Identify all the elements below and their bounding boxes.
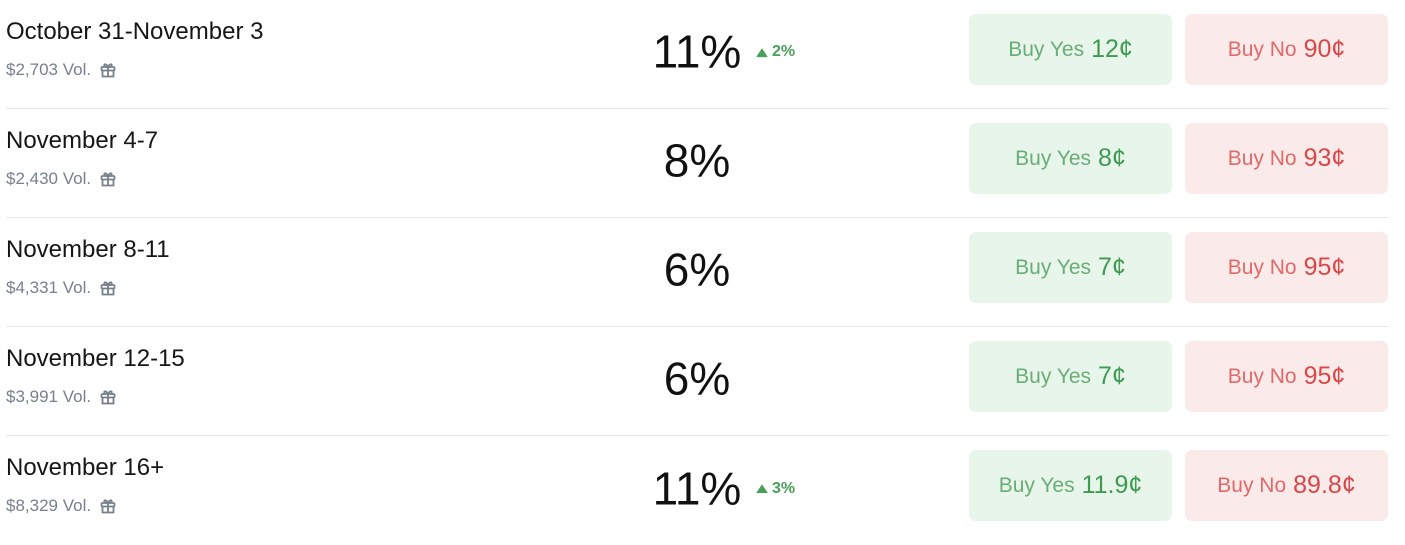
triangle-up-icon <box>756 484 768 494</box>
volume-text: $2,703 Vol. <box>6 60 92 79</box>
volume-text: $3,991 Vol. <box>6 387 92 406</box>
volume-text: $4,331 Vol. <box>6 278 92 297</box>
outcome-row[interactable]: November 12-15 $3,991 Vol. 6% Buy Yes 7¢… <box>6 327 1389 436</box>
outcome-title: November 16+ <box>6 454 165 481</box>
buy-yes-label: Buy Yes <box>1015 255 1092 279</box>
probability-change: 2% <box>756 43 795 61</box>
buy-no-button[interactable]: Buy No 90¢ <box>1185 14 1388 85</box>
outcome-volume: $3,991 Vol. <box>6 387 117 407</box>
buy-no-label: Buy No <box>1227 255 1297 279</box>
outcome-row[interactable]: October 31-November 3 $2,703 Vol. 11% 2%… <box>6 0 1389 109</box>
yes-price: 8¢ <box>1098 144 1126 172</box>
outcome-volume: $2,430 Vol. <box>6 169 117 189</box>
no-price: 90¢ <box>1303 35 1346 63</box>
buy-no-button[interactable]: Buy No 89.8¢ <box>1185 450 1388 521</box>
outcome-probability: 11% <box>652 25 742 78</box>
buy-yes-button[interactable]: Buy Yes 12¢ <box>969 14 1172 85</box>
outcome-volume: $4,331 Vol. <box>6 278 117 298</box>
buy-no-label: Buy No <box>1227 364 1297 388</box>
outcome-title: November 12-15 <box>6 345 185 372</box>
gift-icon <box>100 281 116 296</box>
buy-no-label: Buy No <box>1217 473 1287 497</box>
no-price: 95¢ <box>1303 253 1346 281</box>
buy-no-button[interactable]: Buy No 95¢ <box>1185 232 1388 303</box>
buy-yes-label: Buy Yes <box>1015 364 1092 388</box>
yes-price: 7¢ <box>1098 362 1126 390</box>
buy-no-label: Buy No <box>1227 37 1297 61</box>
change-text: 2% <box>772 43 796 61</box>
no-price: 93¢ <box>1303 144 1346 172</box>
outcome-volume: $2,703 Vol. <box>6 60 117 80</box>
gift-icon <box>100 390 116 405</box>
change-text: 3% <box>772 479 796 497</box>
buy-yes-label: Buy Yes <box>1008 37 1085 61</box>
outcome-row[interactable]: November 4-7 $2,430 Vol. 8% Buy Yes 8¢ B… <box>6 109 1389 218</box>
buy-yes-button[interactable]: Buy Yes 7¢ <box>969 232 1172 303</box>
outcome-title: October 31-November 3 <box>6 18 264 45</box>
yes-price: 11.9¢ <box>1081 471 1143 499</box>
buy-yes-button[interactable]: Buy Yes 11.9¢ <box>969 450 1172 521</box>
buy-no-label: Buy No <box>1227 146 1297 170</box>
outcome-title: November 8-11 <box>6 236 170 263</box>
buy-yes-label: Buy Yes <box>998 473 1075 497</box>
outcome-probability: 6% <box>663 243 731 296</box>
probability-change: 3% <box>756 480 795 498</box>
buy-no-button[interactable]: Buy No 93¢ <box>1185 123 1388 194</box>
outcome-title: November 4-7 <box>6 127 159 154</box>
outcome-probability: 8% <box>663 134 731 187</box>
volume-text: $8,329 Vol. <box>6 496 92 515</box>
volume-text: $2,430 Vol. <box>6 169 92 188</box>
gift-icon <box>100 499 116 514</box>
buy-no-button[interactable]: Buy No 95¢ <box>1185 341 1388 412</box>
outcome-probability: 11% <box>652 461 742 514</box>
outcome-volume: $8,329 Vol. <box>6 496 117 516</box>
triangle-up-icon <box>756 47 768 57</box>
yes-price: 12¢ <box>1091 35 1133 63</box>
buy-yes-label: Buy Yes <box>1015 146 1092 170</box>
outcome-probability: 6% <box>663 352 731 405</box>
gift-icon <box>100 63 116 78</box>
buy-yes-button[interactable]: Buy Yes 7¢ <box>969 341 1172 412</box>
gift-icon <box>100 172 116 187</box>
buy-yes-button[interactable]: Buy Yes 8¢ <box>969 123 1172 194</box>
no-price: 89.8¢ <box>1293 471 1356 499</box>
no-price: 95¢ <box>1303 362 1346 390</box>
outcome-row[interactable]: November 8-11 $4,331 Vol. 6% Buy Yes 7¢ … <box>6 218 1389 327</box>
outcome-row[interactable]: November 16+ $8,329 Vol. 11% 3% Buy Yes … <box>6 436 1389 545</box>
yes-price: 7¢ <box>1098 253 1126 281</box>
